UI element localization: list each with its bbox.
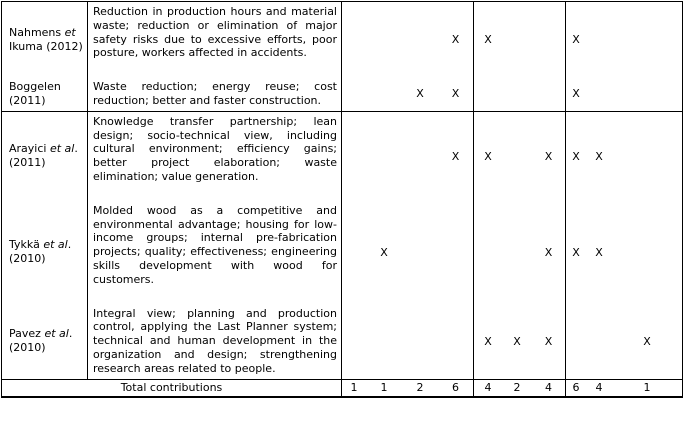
table-row: Nahmens et Ikuma (2012) Reduction in pro… bbox=[2, 2, 682, 78]
mark-cell bbox=[474, 77, 502, 111]
mark-cell: X bbox=[438, 2, 474, 78]
total-value-cell: 2 bbox=[513, 381, 521, 395]
mark-cell: X bbox=[438, 111, 474, 201]
mark-cell bbox=[366, 112, 402, 201]
mark-cell bbox=[566, 304, 586, 379]
mark-cell bbox=[366, 2, 402, 77]
mark-cell: X bbox=[484, 334, 492, 348]
author-cell: Tykkä et al. (2010) bbox=[2, 200, 88, 304]
table-row: Tykkä et al. (2010) Molded wood as a com… bbox=[2, 200, 682, 304]
mark-cell: X bbox=[572, 87, 580, 101]
author-label: Arayici et al. (2011) bbox=[9, 142, 78, 170]
mark-cell: X bbox=[380, 245, 388, 259]
author-label: Boggelen (2011) bbox=[9, 79, 61, 107]
description-cell: Integral view; planning and production c… bbox=[88, 303, 342, 379]
mark-cell: X bbox=[438, 77, 474, 111]
mark-cell: X bbox=[416, 87, 424, 101]
total-value-cell: 6 bbox=[572, 381, 580, 395]
author-label: Pavez et al. (2010) bbox=[9, 327, 73, 355]
mark-cell: X bbox=[643, 334, 651, 348]
total-value-cell: 4 bbox=[484, 381, 492, 395]
mark-cell bbox=[402, 2, 438, 77]
mark-cell: X bbox=[572, 33, 580, 47]
table-row: Pavez et al. (2010) Integral view; plann… bbox=[2, 303, 682, 379]
mark-cell bbox=[612, 77, 682, 111]
mark-cell bbox=[402, 112, 438, 201]
contributions-table: Nahmens et Ikuma (2012) Reduction in pro… bbox=[1, 1, 683, 398]
mark-cell bbox=[438, 200, 474, 304]
mark-cell bbox=[586, 2, 612, 77]
total-value-cell: 1 bbox=[350, 381, 358, 395]
mark-cell: X bbox=[484, 149, 492, 163]
table-section: Nahmens et Ikuma (2012) Reduction in pro… bbox=[2, 2, 682, 111]
author-cell: Boggelen (2011) bbox=[2, 77, 88, 111]
mark-cell bbox=[502, 77, 532, 111]
mark-cell bbox=[612, 2, 682, 77]
description-cell: Knowledge transfer partnership; lean des… bbox=[88, 111, 342, 201]
mark-cell bbox=[342, 201, 366, 304]
mark-cell: X bbox=[532, 200, 566, 304]
author-cell: Pavez et al. (2010) bbox=[2, 303, 88, 379]
mark-cell: X bbox=[572, 149, 580, 163]
mark-cell: X bbox=[595, 245, 603, 259]
total-contributions-label: Total contributions bbox=[2, 379, 342, 396]
total-value-cell: 1 bbox=[380, 381, 388, 395]
mark-cell bbox=[342, 2, 366, 77]
mark-cell: X bbox=[532, 303, 566, 379]
mark-cell: X bbox=[484, 33, 492, 47]
author-label: Tykkä et al. (2010) bbox=[9, 238, 72, 266]
mark-cell bbox=[342, 304, 366, 379]
total-value-cell: 4 bbox=[595, 381, 603, 395]
mark-cell: X bbox=[532, 111, 566, 201]
total-value-cell: 4 bbox=[532, 379, 566, 396]
table-row: Arayici et al. (2011) Knowledge transfer… bbox=[2, 111, 682, 201]
description-cell: Waste reduction; energy reuse; cost redu… bbox=[88, 77, 342, 111]
mark-cell bbox=[402, 304, 438, 379]
author-cell: Nahmens et Ikuma (2012) bbox=[2, 2, 88, 78]
author-label: Nahmens et Ikuma (2012) bbox=[9, 25, 83, 53]
mark-cell bbox=[532, 77, 566, 111]
mark-cell bbox=[612, 201, 682, 304]
mark-cell: X bbox=[595, 149, 603, 163]
mark-cell bbox=[586, 304, 612, 379]
total-value-cell: 6 bbox=[438, 379, 474, 396]
author-cell: Arayici et al. (2011) bbox=[2, 111, 88, 201]
table-section: Arayici et al. (2011) Knowledge transfer… bbox=[2, 110, 682, 379]
table-row: Boggelen (2011) Waste reduction; energy … bbox=[2, 77, 682, 111]
mark-cell bbox=[532, 2, 566, 78]
mark-cell bbox=[612, 112, 682, 201]
mark-cell bbox=[502, 201, 532, 304]
mark-cell: X bbox=[513, 334, 521, 348]
mark-cell bbox=[586, 77, 612, 111]
mark-cell bbox=[502, 2, 532, 77]
total-value-cell: 1 bbox=[643, 381, 651, 395]
mark-cell bbox=[366, 77, 402, 111]
mark-cell bbox=[438, 303, 474, 379]
description-cell: Reduction in production hours and materi… bbox=[88, 2, 342, 78]
mark-cell bbox=[366, 304, 402, 379]
mark-cell bbox=[402, 201, 438, 304]
mark-cell bbox=[502, 112, 532, 201]
mark-cell bbox=[474, 201, 502, 304]
mark-cell bbox=[342, 77, 366, 111]
description-cell: Molded wood as a competitive and environ… bbox=[88, 200, 342, 304]
table-body: Nahmens et Ikuma (2012) Reduction in pro… bbox=[2, 2, 682, 379]
mark-cell: X bbox=[572, 245, 580, 259]
total-value-cell: 2 bbox=[416, 381, 424, 395]
mark-cell bbox=[342, 112, 366, 201]
